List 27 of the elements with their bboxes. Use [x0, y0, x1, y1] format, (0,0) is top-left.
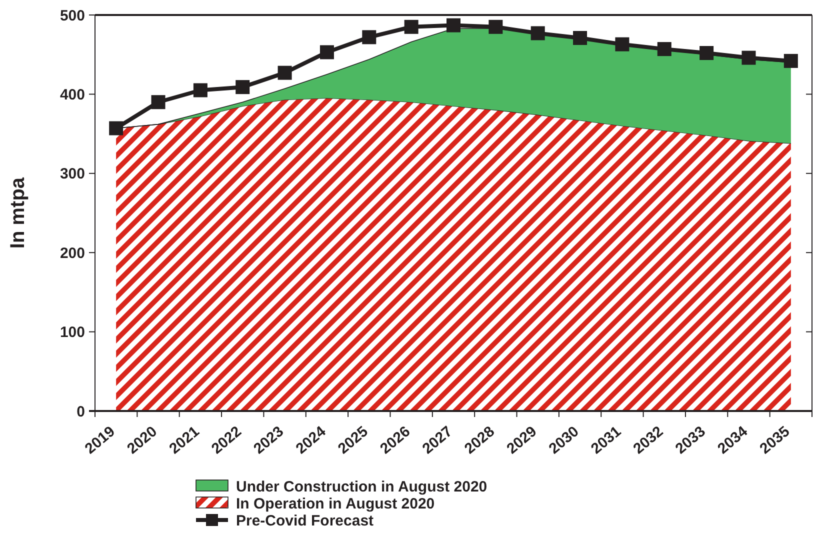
- y-tick-label: 300: [60, 166, 85, 183]
- point: [784, 54, 798, 68]
- y-tick-label: 400: [60, 86, 85, 104]
- y-tick-label: 500: [60, 7, 85, 24]
- legend-label: Under Construction in August 2020: [236, 478, 488, 496]
- y-tick-label: 0: [76, 403, 85, 420]
- point: [236, 80, 250, 94]
- legend-label: Pre-Covid Forecast: [236, 512, 374, 530]
- point: [657, 42, 672, 56]
- point: [404, 20, 418, 34]
- y-axis-title: In mtpa: [7, 176, 29, 249]
- point: [530, 26, 545, 40]
- point: [193, 83, 208, 98]
- point: [488, 20, 503, 34]
- y-tick-label: 200: [60, 244, 85, 262]
- point: [615, 37, 630, 52]
- point: [151, 95, 166, 110]
- point: [109, 121, 124, 136]
- point: [700, 46, 714, 60]
- point: [742, 50, 756, 65]
- point: [573, 30, 588, 45]
- point: [278, 66, 292, 80]
- legend-label: In Operation in August 2020: [236, 495, 435, 512]
- point: [320, 45, 334, 60]
- y-tick-label: 100: [60, 324, 85, 342]
- point: [446, 18, 460, 32]
- point: [362, 30, 376, 44]
